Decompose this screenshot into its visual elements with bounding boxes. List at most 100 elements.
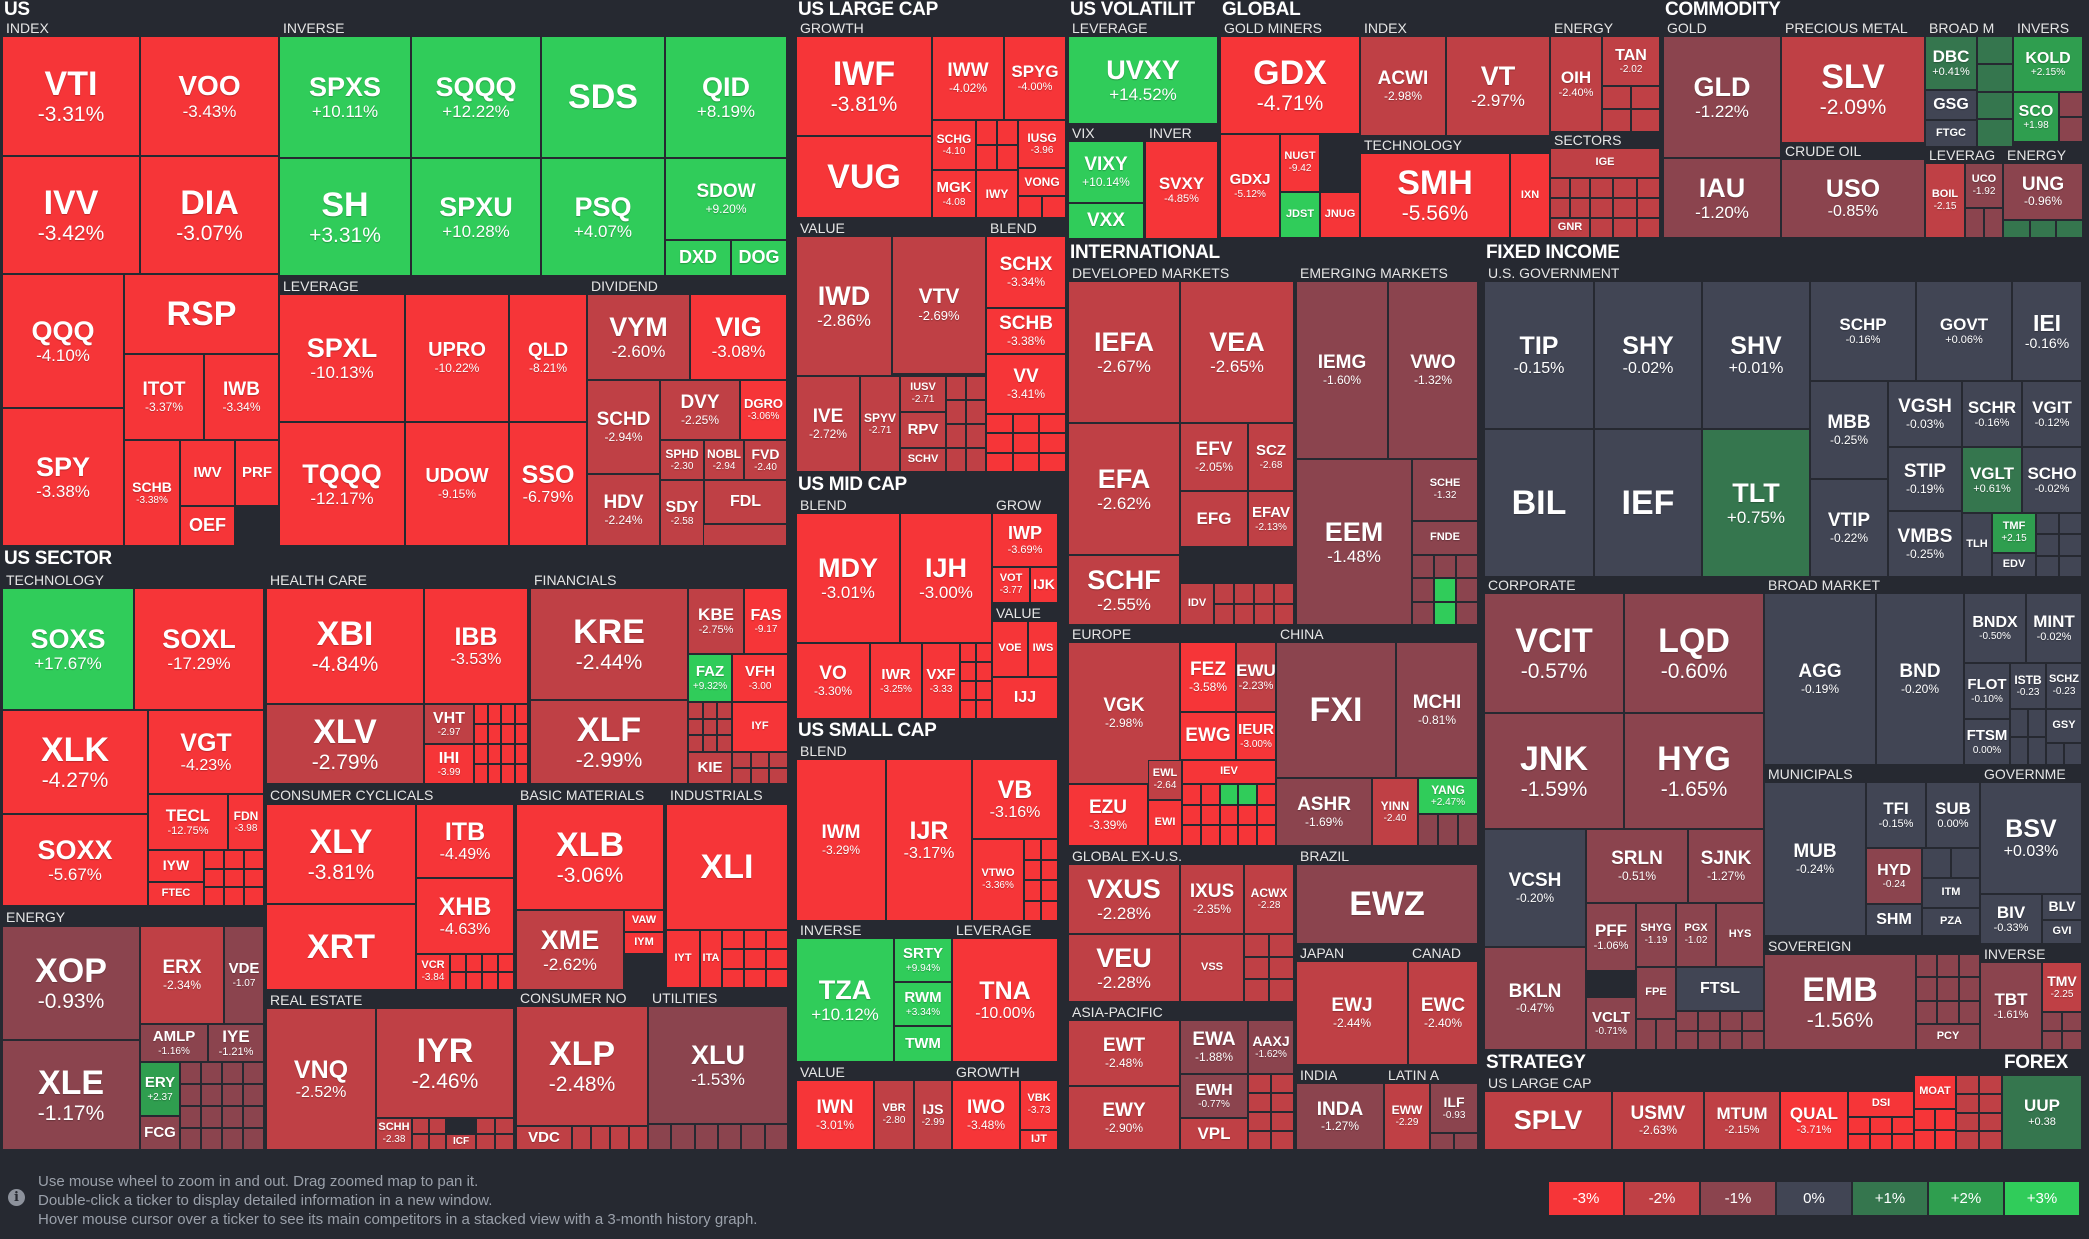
- minor-holding-tile[interactable]: [1234, 604, 1254, 625]
- minor-holding-tile[interactable]: [2062, 1012, 2082, 1031]
- minor-holding-tile[interactable]: [1269, 934, 1294, 957]
- ticker-tile-uup[interactable]: UUP +0.38: [2002, 1075, 2082, 1150]
- minor-holding-tile[interactable]: [946, 424, 966, 448]
- minor-holding-tile[interactable]: [1956, 1112, 1979, 1132]
- ticker-tile-iau[interactable]: IAU -1.20%: [1663, 158, 1781, 238]
- ticker-tile-edv[interactable]: EDV: [1992, 553, 2036, 577]
- minor-holding-tile[interactable]: [722, 968, 744, 988]
- minor-holding-tile[interactable]: [1271, 1074, 1294, 1093]
- minor-holding-tile[interactable]: [1602, 109, 1631, 132]
- minor-holding-tile[interactable]: [976, 681, 992, 700]
- ticker-tile-xbi[interactable]: XBI -4.84%: [266, 588, 424, 704]
- minor-holding-tile[interactable]: [180, 1128, 201, 1150]
- minor-holding-tile[interactable]: [717, 702, 732, 719]
- ticker-tile-rwm[interactable]: RWM +3.34%: [894, 982, 952, 1026]
- ticker-tile-fnde[interactable]: FNDE: [1412, 521, 1478, 555]
- ticker-tile-vmbs[interactable]: VMBS -0.25%: [1888, 511, 1962, 577]
- minor-holding-tile[interactable]: [180, 1062, 201, 1084]
- minor-holding-tile[interactable]: [1214, 583, 1234, 604]
- minor-holding-tile[interactable]: [243, 1062, 264, 1084]
- minor-holding-tile[interactable]: [1412, 555, 1434, 579]
- minor-holding-tile[interactable]: [201, 1106, 222, 1128]
- minor-holding-tile[interactable]: [2062, 1031, 2082, 1050]
- minor-holding-tile[interactable]: [1219, 825, 1239, 846]
- ticker-tile-scz[interactable]: SCZ -2.68: [1248, 423, 1294, 491]
- ticker-tile-fdl[interactable]: FDL: [704, 480, 787, 524]
- minor-holding-tile[interactable]: [946, 400, 966, 424]
- minor-holding-tile[interactable]: [610, 1126, 629, 1150]
- ticker-tile-tqqq[interactable]: TQQQ -12.17%: [279, 422, 405, 546]
- minor-holding-tile[interactable]: [1916, 954, 1938, 978]
- minor-holding-tile[interactable]: [1244, 956, 1269, 980]
- minor-holding-tile[interactable]: [1418, 814, 1438, 846]
- ticker-tile-bil[interactable]: BIL: [1484, 429, 1594, 577]
- minor-holding-tile[interactable]: [1024, 839, 1041, 860]
- ticker-tile-efg[interactable]: EFG: [1180, 491, 1248, 547]
- minor-holding-tile[interactable]: [1041, 859, 1058, 880]
- ticker-tile-sqqq[interactable]: SQQQ +12.22%: [411, 36, 541, 158]
- minor-holding-tile[interactable]: [1219, 784, 1239, 805]
- ticker-tile-bnd[interactable]: BND -0.20%: [1876, 593, 1964, 765]
- minor-holding-tile[interactable]: [222, 1084, 243, 1106]
- minor-holding-tile[interactable]: [572, 1126, 591, 1150]
- minor-holding-tile[interactable]: [501, 744, 515, 764]
- ticker-tile-ewg[interactable]: EWG: [1180, 712, 1236, 760]
- ticker-tile-iev[interactable]: IEV: [1182, 760, 1276, 784]
- ticker-tile-ashr[interactable]: ASHR -1.69%: [1276, 778, 1372, 846]
- minor-holding-tile[interactable]: [1977, 119, 2013, 147]
- minor-holding-tile[interactable]: [744, 930, 766, 950]
- ticker-tile-prf[interactable]: PRF: [235, 440, 279, 506]
- minor-holding-tile[interactable]: [514, 704, 528, 724]
- ticker-tile-vxf[interactable]: VXF -3.33: [922, 643, 960, 719]
- minor-holding-tile[interactable]: [2010, 737, 2028, 765]
- minor-holding-tile[interactable]: [498, 972, 514, 990]
- minor-holding-tile[interactable]: [180, 1084, 201, 1106]
- ticker-tile-dog[interactable]: DOG: [731, 240, 787, 276]
- ticker-tile-veu[interactable]: VEU -2.28%: [1068, 934, 1180, 1002]
- ticker-tile-eem[interactable]: EEM -1.48%: [1296, 459, 1412, 625]
- ticker-tile-vpl[interactable]: VPL: [1180, 1118, 1248, 1150]
- ticker-tile-nobl[interactable]: NOBL -2.94: [704, 440, 744, 480]
- minor-holding-tile[interactable]: [694, 1124, 718, 1150]
- minor-holding-tile[interactable]: [1720, 1011, 1742, 1031]
- ticker-tile-rsp[interactable]: RSP: [124, 274, 279, 354]
- ticker-tile-spyv[interactable]: SPYV -2.71: [860, 376, 900, 472]
- minor-holding-tile[interactable]: [1935, 1129, 1956, 1150]
- ticker-tile-svxy[interactable]: SVXY -4.85%: [1145, 141, 1218, 239]
- minor-holding-tile[interactable]: [1274, 583, 1294, 604]
- minor-holding-tile[interactable]: [1916, 1000, 1938, 1024]
- minor-holding-tile[interactable]: [1922, 848, 1951, 878]
- ticker-tile-mtum[interactable]: MTUM -2.15%: [1704, 1091, 1780, 1150]
- minor-holding-tile[interactable]: [2064, 743, 2082, 765]
- minor-holding-tile[interactable]: [702, 702, 718, 719]
- minor-holding-tile[interactable]: [2059, 555, 2082, 577]
- ticker-tile-xly[interactable]: XLY -3.81%: [266, 804, 416, 904]
- minor-holding-tile[interactable]: [702, 718, 718, 736]
- ticker-tile-govt[interactable]: GOVT +0.06%: [1916, 281, 2012, 381]
- ticker-tile-sche[interactable]: SCHE -1.32: [1412, 459, 1478, 521]
- minor-holding-tile[interactable]: [1257, 804, 1276, 826]
- minor-holding-tile[interactable]: [1636, 1019, 1656, 1050]
- ticker-tile-pcy[interactable]: PCY: [1916, 1024, 1980, 1050]
- ticker-tile-moat[interactable]: MOAT: [1914, 1075, 1956, 1109]
- ticker-tile-acwi[interactable]: ACWI -2.98%: [1360, 36, 1446, 136]
- minor-holding-tile[interactable]: [1182, 825, 1201, 846]
- ticker-tile-upro[interactable]: UPRO -10.22%: [405, 294, 509, 422]
- ticker-tile-vong[interactable]: VONG: [1018, 168, 1066, 196]
- ticker-tile-bndx[interactable]: BNDX -0.50%: [1964, 593, 2026, 663]
- ticker-tile-schz[interactable]: SCHZ -0.23: [2046, 663, 2082, 709]
- minor-holding-tile[interactable]: [1434, 601, 1456, 625]
- minor-holding-tile[interactable]: [1550, 198, 1570, 218]
- ticker-tile-kie[interactable]: KIE: [688, 752, 732, 784]
- ticker-tile-ewt[interactable]: EWT -2.48%: [1068, 1020, 1180, 1086]
- ticker-tile-ijk[interactable]: IJK: [1030, 567, 1058, 603]
- ticker-tile-iwn[interactable]: IWN -3.01%: [796, 1080, 874, 1150]
- minor-holding-tile[interactable]: [769, 768, 788, 784]
- ticker-tile-acwx[interactable]: ACWX -2.28: [1244, 864, 1294, 934]
- ticker-tile-tlh[interactable]: TLH: [1962, 513, 1992, 577]
- minor-holding-tile[interactable]: [1269, 979, 1294, 1002]
- ticker-tile-tfi[interactable]: TFI -0.15%: [1866, 782, 1926, 848]
- minor-holding-tile[interactable]: [986, 452, 1013, 472]
- minor-holding-tile[interactable]: [976, 145, 997, 170]
- minor-holding-tile[interactable]: [718, 1124, 742, 1150]
